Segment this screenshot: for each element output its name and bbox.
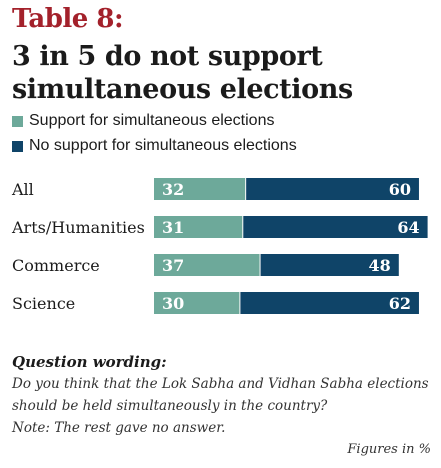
stacked-bar-chart: All 32 60 Arts/Humanities 31 64 Commerce 37 48 Sc…	[11, 178, 428, 314]
category-label: Arts/Humanities	[11, 218, 145, 237]
value-label-no-support: 62	[389, 294, 411, 313]
category-label: Commerce	[12, 256, 100, 275]
legend-item-no-support: No support for simultaneous elections	[12, 137, 297, 155]
chart-title: 3 in 5 do not support simultaneous elect…	[12, 41, 353, 105]
legend-label-no-support: No support for simultaneous elections	[29, 137, 297, 154]
question-text-line-1: Do you think that the Lok Sabha and Vidh…	[12, 376, 429, 392]
figures-note: Figures in %	[347, 442, 431, 457]
question-heading: Question wording:	[12, 353, 167, 371]
bar-support	[154, 216, 243, 238]
value-label-support: 32	[162, 180, 184, 199]
legend-item-support: Support for simultaneous elections	[12, 112, 274, 130]
value-label-no-support: 64	[397, 218, 419, 237]
category-label: All	[11, 180, 34, 199]
value-label-support: 30	[162, 294, 184, 313]
bar-no-support	[260, 254, 399, 276]
bar-no-support	[246, 178, 419, 200]
category-label: Science	[12, 294, 75, 313]
value-label-support: 37	[162, 256, 184, 275]
value-label-no-support: 48	[369, 256, 391, 275]
bar-no-support	[243, 216, 428, 238]
bar-support	[154, 254, 260, 276]
table-label: Table 8:	[12, 4, 124, 34]
legend-swatch-no-support	[12, 140, 23, 152]
legend-label-support: Support for simultaneous elections	[29, 112, 275, 129]
value-label-no-support: 60	[389, 180, 411, 199]
legend-swatch-support	[12, 115, 23, 127]
bar-support	[154, 292, 240, 314]
note-text: Note: The rest gave no answer.	[12, 420, 226, 436]
value-label-support: 31	[162, 218, 184, 237]
bar-no-support	[240, 292, 419, 314]
question-text-line-2: should be held simultaneously in the cou…	[12, 398, 328, 414]
bar-support	[154, 178, 246, 200]
